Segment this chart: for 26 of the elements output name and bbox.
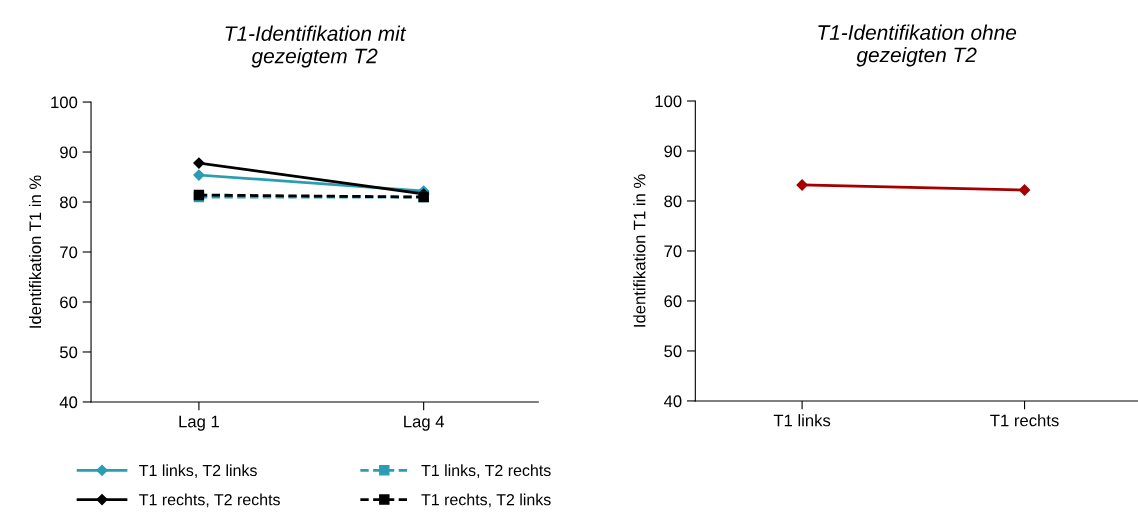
y-axis-title: Identifikation T1 in % <box>633 174 646 327</box>
y-tick-label: 70 <box>60 246 78 259</box>
chart-title: T1-Identifikation mit gezeigtem T2 <box>225 25 407 68</box>
x-tick-label: T1 rechts <box>990 414 1059 427</box>
y-tick-label: 100 <box>51 96 78 109</box>
legend-label: T1 links, T2 rechts <box>421 464 551 478</box>
y-tick-label: 40 <box>59 396 78 409</box>
y-tick-label: 90 <box>664 145 682 158</box>
y-tick-label: 50 <box>59 346 78 359</box>
legend-label: T1 rechts, T2 links <box>421 493 551 508</box>
legend-label: T1 links, T2 links <box>139 464 257 478</box>
x-tick-label: T1 links <box>773 414 831 427</box>
y-tick-label: 40 <box>663 395 682 408</box>
y-tick-label: 90 <box>60 146 78 159</box>
y-tick-label: 60 <box>664 295 682 308</box>
y-tick-label: 80 <box>60 196 78 209</box>
chart-title: T1-Identifikation ohne gezeigten T2 <box>818 24 1017 67</box>
x-tick-label: Lag 4 <box>404 415 445 431</box>
legend-label: T1 rechts, T2 rechts <box>139 493 280 508</box>
y-tick-label: 60 <box>60 296 78 309</box>
y-tick-label: 100 <box>655 95 682 108</box>
y-tick-label: 70 <box>664 245 682 258</box>
y-axis-title: Identifikation T1 in % <box>28 175 42 328</box>
y-tick-label: 50 <box>664 345 682 358</box>
y-tick-label: 80 <box>664 195 682 208</box>
x-tick-label: Lag 1 <box>179 415 219 431</box>
